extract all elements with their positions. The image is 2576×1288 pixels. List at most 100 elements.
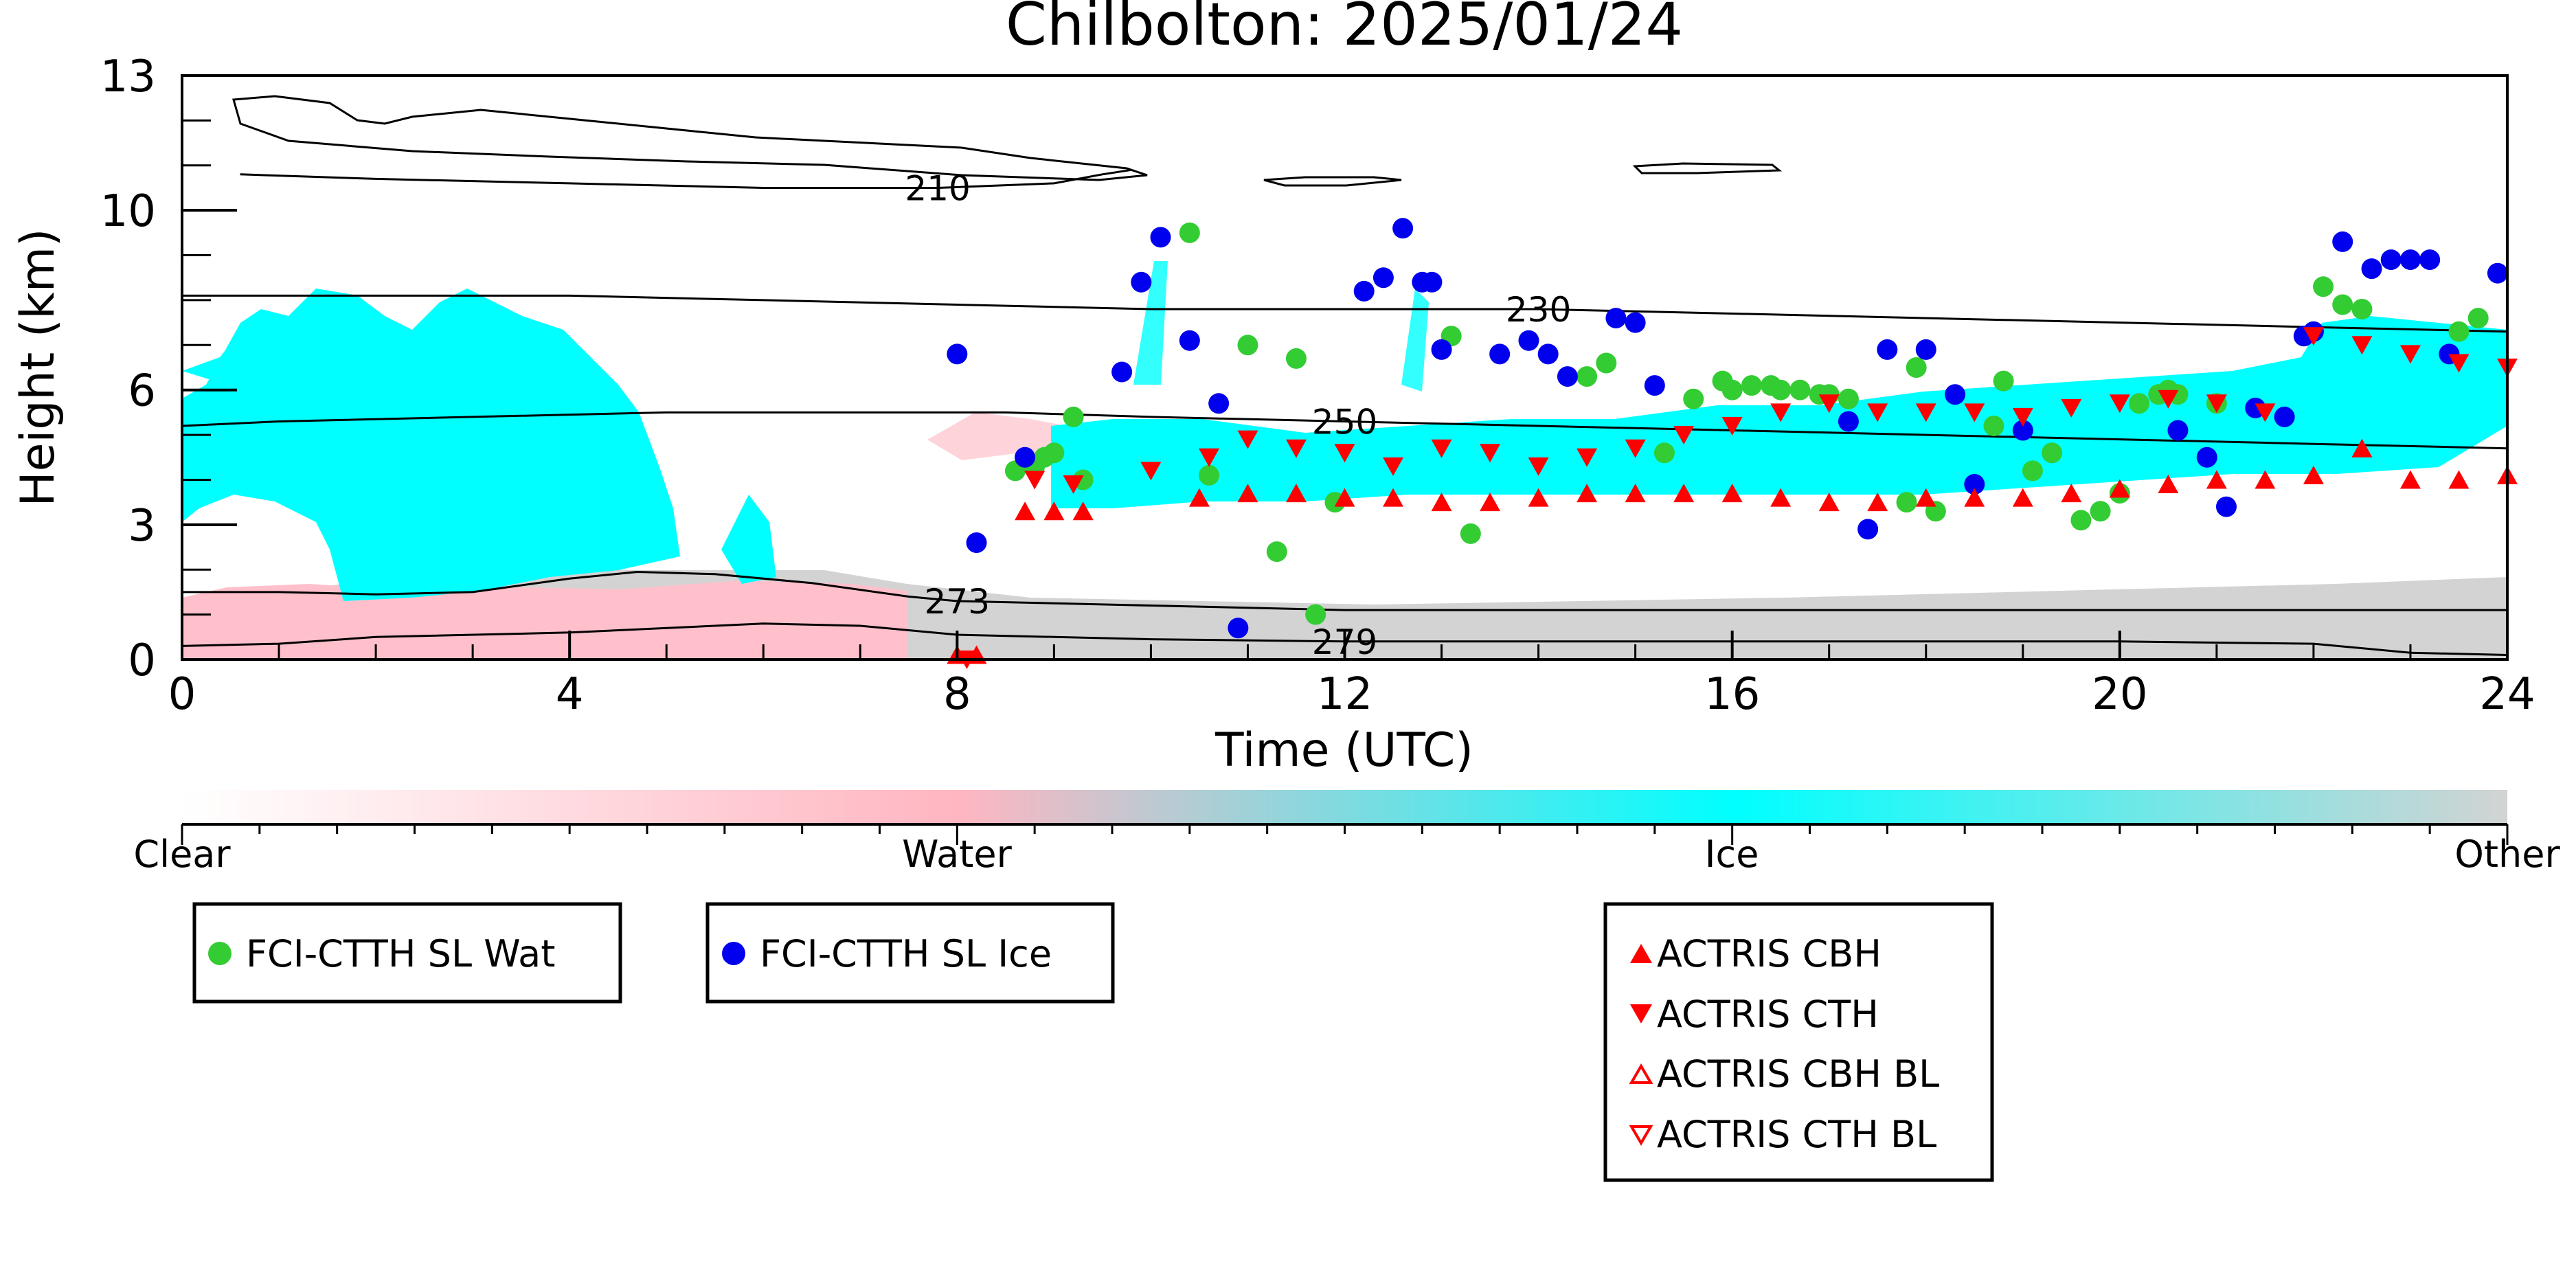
x-tick-label: 20 bbox=[2092, 669, 2147, 720]
legend-label-wat: FCI-CTTH SL Wat bbox=[246, 932, 555, 975]
y-tick-label: 3 bbox=[128, 501, 156, 552]
point-actris-cth bbox=[1673, 426, 1695, 445]
point-actris-cth bbox=[1199, 448, 1220, 467]
point-fci-ctth-sl-wat bbox=[2313, 276, 2334, 297]
point-fci-ctth-sl-ice bbox=[1644, 375, 1665, 396]
contour-line-230 bbox=[182, 294, 2508, 333]
point-actris-cbh bbox=[2109, 479, 2130, 498]
contour-label-273: 273 bbox=[925, 582, 990, 622]
point-actris-cbh bbox=[1334, 488, 1355, 507]
point-actris-cbh bbox=[1383, 488, 1404, 507]
point-fci-ctth-sl-wat bbox=[1653, 442, 1675, 464]
point-fci-ctth-sl-wat bbox=[1596, 352, 1617, 374]
point-fci-ctth-sl-wat bbox=[1577, 366, 1598, 387]
point-fci-ctth-sl-wat bbox=[2332, 294, 2353, 315]
legend-label-cth: ACTRIS CTH bbox=[1657, 993, 1879, 1036]
point-fci-ctth-sl-wat bbox=[1741, 375, 1762, 396]
point-actris-cbh bbox=[2158, 475, 2179, 493]
point-fci-ctth-sl-wat bbox=[2448, 321, 2470, 342]
point-actris-cbh bbox=[1285, 484, 1307, 503]
y-tick-label: 13 bbox=[100, 52, 156, 102]
point-fci-ctth-sl-ice bbox=[2380, 249, 2402, 271]
contour-line-210 bbox=[240, 168, 1132, 189]
point-actris-cth bbox=[1431, 439, 1452, 458]
legend-label-cbh-bl: ACTRIS CBH BL bbox=[1657, 1052, 1939, 1096]
colorbar-ticks bbox=[181, 824, 2509, 845]
point-actris-cth bbox=[1140, 462, 1162, 481]
point-actris-cbh bbox=[1043, 501, 1065, 521]
point-actris-cbh bbox=[1915, 488, 1936, 507]
x-tick-label: 0 bbox=[168, 669, 196, 720]
x-tick-label: 8 bbox=[943, 669, 971, 720]
point-fci-ctth-sl-wat bbox=[1683, 388, 1704, 409]
contour-label-250: 250 bbox=[1312, 402, 1377, 442]
point-fci-ctth-sl-wat bbox=[1305, 604, 1326, 625]
colorbar bbox=[182, 790, 2507, 824]
point-actris-cbh bbox=[1721, 484, 1743, 503]
point-actris-cth bbox=[1577, 448, 1598, 467]
point-actris-cth bbox=[1721, 417, 1743, 436]
point-fci-ctth-sl-wat bbox=[1770, 379, 1792, 400]
point-actris-cth bbox=[1915, 403, 1936, 422]
point-actris-cbh bbox=[1188, 488, 1210, 507]
water-region bbox=[182, 580, 907, 659]
point-actris-cbh bbox=[1237, 484, 1258, 503]
point-fci-ctth-sl-ice bbox=[1208, 393, 1230, 414]
point-actris-cbh bbox=[1015, 501, 1036, 521]
cirrus-outline bbox=[1632, 162, 1783, 174]
point-actris-cbh bbox=[2061, 484, 2082, 503]
x-tick-label: 12 bbox=[1317, 669, 1372, 720]
legend-actris: ACTRIS CBH ACTRIS CTH ACTRIS CBH BL ACTR… bbox=[1603, 902, 1994, 1182]
point-fci-ctth-sl-ice bbox=[966, 532, 987, 553]
point-fci-ctth-sl-wat bbox=[1285, 348, 1307, 369]
point-fci-ctth-sl-wat bbox=[1063, 406, 1084, 427]
point-actris-cth bbox=[1867, 403, 1888, 422]
point-fci-ctth-sl-ice bbox=[1372, 267, 1394, 289]
point-actris-cth bbox=[2206, 394, 2227, 414]
legend-label-cth-bl: ACTRIS CTH BL bbox=[1657, 1113, 1936, 1156]
y-axis-label: Height (km) bbox=[11, 228, 65, 506]
point-fci-ctth-sl-ice bbox=[2012, 420, 2033, 441]
y-tick-label: 10 bbox=[100, 186, 156, 237]
point-actris-cbh bbox=[2303, 465, 2324, 484]
point-actris-cth bbox=[2109, 394, 2130, 414]
colorbar-label-clear: Clear bbox=[133, 833, 231, 876]
point-fci-ctth-sl-ice bbox=[2487, 262, 2508, 284]
point-fci-ctth-sl-ice bbox=[1228, 618, 1249, 639]
point-fci-ctth-sl-ice bbox=[2332, 231, 2353, 252]
point-fci-ctth-sl-wat bbox=[1993, 370, 2014, 392]
ice-region-left bbox=[182, 289, 680, 601]
point-fci-ctth-sl-ice bbox=[2274, 406, 2295, 427]
point-fci-ctth-sl-ice bbox=[1489, 343, 1511, 365]
point-fci-ctth-sl-wat bbox=[1721, 379, 1743, 400]
point-actris-cth bbox=[1063, 475, 1084, 494]
point-fci-ctth-sl-ice bbox=[1877, 339, 1898, 360]
legend-label-cbh: ACTRIS CBH bbox=[1657, 932, 1882, 975]
point-actris-cth bbox=[2012, 407, 2033, 427]
axes: 0 4 8 12 16 20 24 0 3 6 10 13 bbox=[100, 52, 2535, 720]
ice-region-left-top bbox=[182, 323, 247, 385]
point-fci-ctth-sl-wat bbox=[2022, 460, 2043, 482]
point-actris-cth bbox=[1770, 403, 1792, 422]
point-fci-ctth-sl-ice bbox=[1431, 339, 1452, 360]
point-actris-cth bbox=[1285, 439, 1307, 458]
contour-line-273 bbox=[182, 570, 2507, 611]
point-fci-ctth-sl-ice bbox=[1557, 366, 1578, 387]
series-layer bbox=[947, 218, 2518, 669]
cirrus-outline bbox=[1263, 176, 1402, 187]
point-fci-ctth-sl-wat bbox=[1906, 357, 1927, 378]
ice-region-streak-2 bbox=[1401, 289, 1429, 392]
point-fci-ctth-sl-ice bbox=[1518, 330, 1539, 351]
legend-frame bbox=[192, 902, 622, 1004]
point-fci-ctth-sl-ice bbox=[1857, 519, 1879, 540]
point-actris-cbh bbox=[2351, 438, 2373, 457]
legend-water: FCI-CTTH SL Wat bbox=[192, 902, 622, 1004]
point-fci-ctth-sl-wat bbox=[1043, 442, 1065, 464]
colorbar-label-ice: Ice bbox=[1705, 833, 1759, 876]
point-actris-cbh bbox=[2448, 470, 2470, 489]
point-fci-ctth-sl-ice bbox=[1131, 271, 1152, 293]
point-actris-cth bbox=[1818, 394, 1840, 414]
point-actris-cbh bbox=[1431, 493, 1452, 512]
point-fci-ctth-sl-ice bbox=[1605, 308, 1627, 329]
point-actris-cth bbox=[1237, 430, 1258, 449]
